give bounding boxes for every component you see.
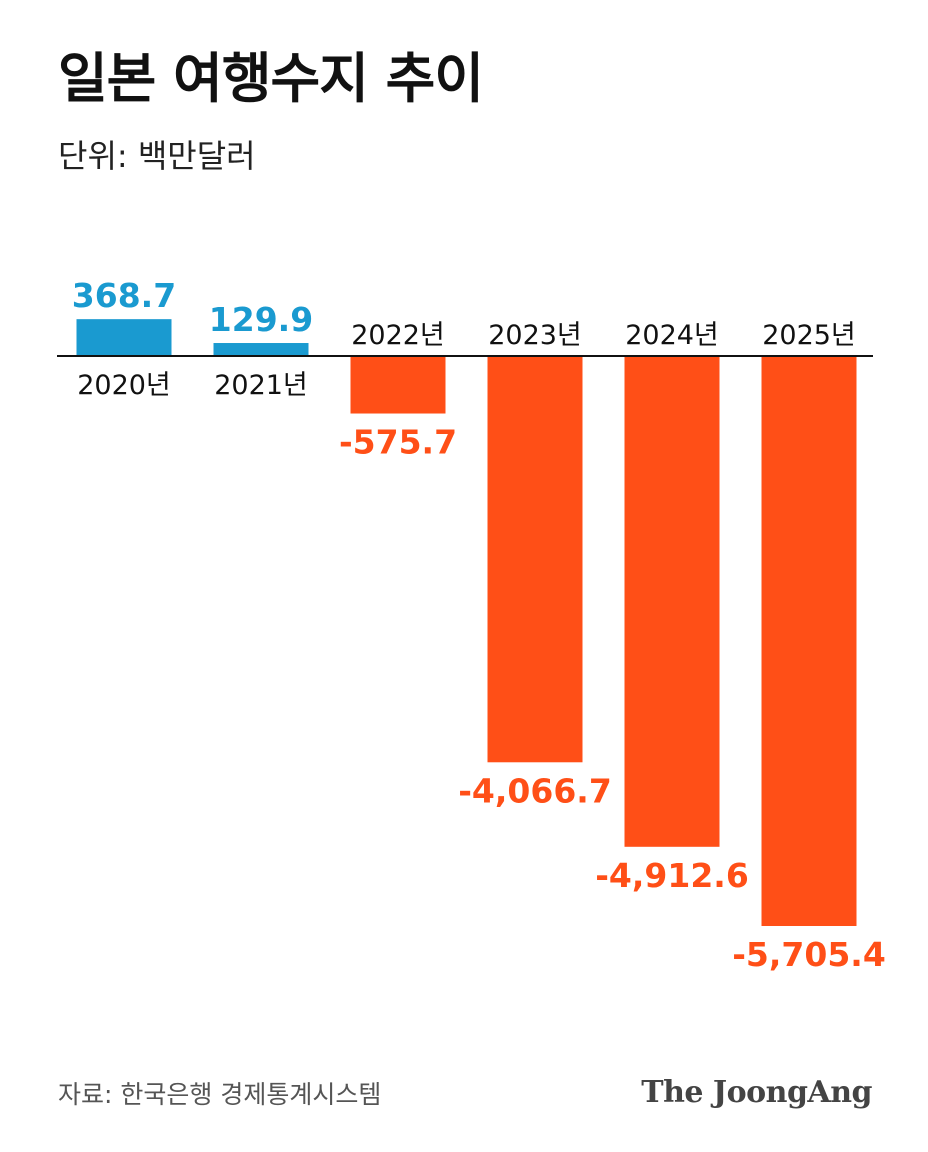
value-label-4: -4,912.6 (595, 856, 749, 895)
bar-3 (487, 356, 583, 763)
category-label-2: 2022년 (351, 320, 445, 351)
category-label-5: 2025년 (762, 320, 856, 351)
category-label-1: 2021년 (214, 370, 308, 401)
value-label-3: -4,066.7 (458, 771, 612, 810)
value-label-5: -5,705.4 (732, 935, 886, 974)
value-label-1: 129.9 (209, 300, 313, 339)
source-note: 자료: 한국은행 경제통계시스템 (58, 1080, 382, 1109)
value-label-2: -575.7 (339, 423, 457, 462)
category-label-4: 2024년 (625, 320, 719, 351)
category-label-3: 2023년 (488, 320, 582, 351)
bar-4 (624, 356, 720, 847)
bar-0 (76, 319, 172, 356)
category-label-0: 2020년 (77, 370, 171, 401)
bar-5 (761, 356, 857, 926)
chart-title: 일본 여행수지 추이 (58, 47, 484, 110)
value-label-0: 368.7 (72, 276, 176, 315)
unit-label: 단위: 백만달러 (58, 137, 256, 175)
bar-1 (213, 343, 309, 356)
bar-2 (350, 356, 446, 414)
publisher-logo: The JoongAng (641, 1075, 872, 1110)
